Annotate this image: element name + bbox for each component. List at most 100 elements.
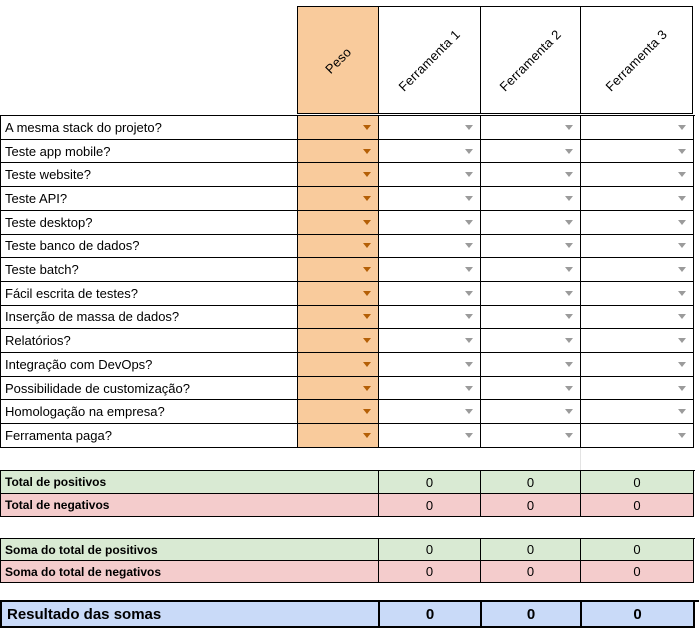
ferramenta-2-dropdown-cell[interactable] (481, 329, 581, 354)
dropdown-arrow-icon (565, 385, 573, 391)
totals-table: Total de positivos 0 0 0 Total de negati… (0, 470, 695, 517)
dropdown-arrow-icon (565, 172, 573, 178)
dropdown-arrow-icon (678, 267, 686, 273)
dropdown-arrow-icon (465, 314, 473, 320)
peso-dropdown-cell[interactable] (298, 234, 379, 259)
dropdown-arrow-icon (465, 243, 473, 249)
peso-dropdown-cell[interactable] (298, 329, 379, 354)
ferramenta-2-dropdown-cell[interactable] (481, 163, 581, 188)
ferramenta-1-dropdown-cell[interactable] (379, 116, 481, 140)
dropdown-arrow-icon (565, 361, 573, 367)
ferramenta-1-dropdown-cell[interactable] (379, 376, 481, 401)
dropdown-arrow-icon (465, 338, 473, 344)
ferramenta-3-dropdown-cell[interactable] (581, 258, 694, 282)
peso-dropdown-cell[interactable] (298, 116, 379, 140)
question-label: Teste desktop? (1, 210, 298, 235)
ferramenta-1-dropdown-cell[interactable] (379, 353, 481, 377)
total-positivos-value-f2: 0 (481, 471, 581, 494)
peso-dropdown-cell[interactable] (298, 139, 379, 164)
question-label: Fácil escrita de testes? (1, 281, 298, 306)
ferramenta-1-dropdown-cell[interactable] (379, 210, 481, 235)
ferramenta-2-dropdown-cell[interactable] (481, 234, 581, 259)
ferramenta-3-dropdown-cell[interactable] (581, 187, 694, 211)
dropdown-arrow-icon (565, 148, 573, 154)
ferramenta-1-dropdown-cell[interactable] (379, 139, 481, 164)
ferramenta-3-dropdown-cell[interactable] (581, 139, 694, 164)
ferramenta-3-dropdown-cell[interactable] (581, 424, 694, 448)
question-label: Ferramenta paga? (1, 424, 298, 448)
ferramenta-1-dropdown-cell[interactable] (379, 424, 481, 448)
peso-dropdown-cell[interactable] (298, 376, 379, 401)
ferramenta-1-dropdown-cell[interactable] (379, 329, 481, 354)
peso-dropdown-cell[interactable] (298, 305, 379, 330)
ferramenta-3-dropdown-cell[interactable] (581, 329, 694, 354)
dropdown-arrow-icon (565, 195, 573, 201)
ferramenta-2-dropdown-cell[interactable] (481, 187, 581, 211)
ferramenta-1-dropdown-cell[interactable] (379, 187, 481, 211)
ferramenta-2-dropdown-cell[interactable] (481, 139, 581, 164)
ferramenta-2-dropdown-cell[interactable] (481, 210, 581, 235)
ferramenta-1-dropdown-cell[interactable] (379, 234, 481, 259)
peso-dropdown-cell[interactable] (298, 258, 379, 282)
ferramenta-1-dropdown-cell[interactable] (379, 258, 481, 282)
ferramenta-2-dropdown-cell[interactable] (481, 376, 581, 401)
total-positivos-value-f3: 0 (581, 471, 694, 494)
ferramenta-3-dropdown-cell[interactable] (581, 281, 694, 306)
question-label: Teste banco de dados? (1, 234, 298, 259)
dropdown-arrow-icon (465, 148, 473, 154)
question-label: Homologação na empresa? (1, 400, 298, 425)
ferramenta-2-dropdown-cell[interactable] (481, 424, 581, 448)
dropdown-arrow-icon (678, 409, 686, 415)
soma-negativos-value-f3: 0 (581, 561, 694, 583)
ferramenta-1-dropdown-cell[interactable] (379, 305, 481, 330)
dropdown-arrow-icon (363, 290, 371, 296)
dropdown-arrow-icon (363, 338, 371, 344)
peso-dropdown-cell[interactable] (298, 187, 379, 211)
dropdown-arrow-icon (363, 195, 371, 201)
dropdown-arrow-icon (363, 124, 371, 130)
question-label: Teste batch? (1, 258, 298, 282)
ferramenta-3-dropdown-cell[interactable] (581, 353, 694, 377)
ferramenta-3-dropdown-cell[interactable] (581, 376, 694, 401)
ferramenta-2-dropdown-cell[interactable] (481, 281, 581, 306)
dropdown-arrow-icon (678, 314, 686, 320)
dropdown-arrow-icon (565, 338, 573, 344)
criteria-table: A mesma stack do projeto? Teste app mobil… (0, 115, 695, 448)
dropdown-arrow-icon (565, 124, 573, 130)
ferramenta-3-dropdown-cell[interactable] (581, 234, 694, 259)
ferramenta-3-dropdown-cell[interactable] (581, 116, 694, 140)
question-label: Integração com DevOps? (1, 353, 298, 377)
ferramenta-2-dropdown-cell[interactable] (481, 258, 581, 282)
peso-dropdown-cell[interactable] (298, 424, 379, 448)
peso-dropdown-cell[interactable] (298, 400, 379, 425)
ferramenta-2-dropdown-cell[interactable] (481, 400, 581, 425)
peso-dropdown-cell[interactable] (298, 210, 379, 235)
ferramenta-3-dropdown-cell[interactable] (581, 210, 694, 235)
ferramenta-3-dropdown-cell[interactable] (581, 400, 694, 425)
ferramenta-1-dropdown-cell[interactable] (379, 400, 481, 425)
ferramenta-2-dropdown-cell[interactable] (481, 353, 581, 377)
total-negativos-value-f2: 0 (481, 494, 581, 517)
ferramenta-3-dropdown-cell[interactable] (581, 305, 694, 330)
peso-dropdown-cell[interactable] (298, 281, 379, 306)
column-header-ferramenta-3-label: Ferramenta 3 (602, 26, 671, 94)
dropdown-arrow-icon (565, 314, 573, 320)
peso-dropdown-cell[interactable] (298, 353, 379, 377)
ferramenta-1-dropdown-cell[interactable] (379, 163, 481, 188)
dropdown-arrow-icon (465, 124, 473, 130)
dropdown-arrow-icon (678, 195, 686, 201)
dropdown-arrow-icon (363, 314, 371, 320)
dropdown-arrow-icon (678, 124, 686, 130)
ferramenta-1-dropdown-cell[interactable] (379, 281, 481, 306)
dropdown-arrow-icon (678, 290, 686, 296)
dropdown-arrow-icon (363, 385, 371, 391)
dropdown-arrow-icon (465, 195, 473, 201)
ferramenta-2-dropdown-cell[interactable] (481, 116, 581, 140)
peso-dropdown-cell[interactable] (298, 163, 379, 188)
dropdown-arrow-icon (678, 385, 686, 391)
dropdown-arrow-icon (363, 172, 371, 178)
ferramenta-3-dropdown-cell[interactable] (581, 163, 694, 188)
column-header-ferramenta-3: Ferramenta 3 (580, 6, 693, 114)
ferramenta-2-dropdown-cell[interactable] (481, 305, 581, 330)
total-negativos-value-f1: 0 (379, 494, 481, 517)
